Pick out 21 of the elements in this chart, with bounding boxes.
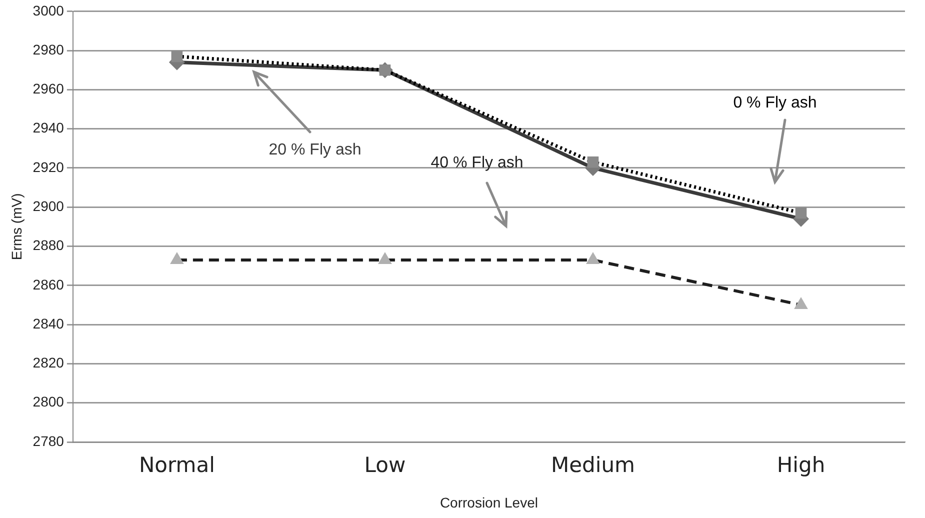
y-tick-label: 2920 [32, 158, 64, 175]
text: 0 % Fly ash [733, 94, 817, 112]
y-axis-title: Erms (mV) [8, 193, 24, 260]
x-tick-label: High [776, 453, 826, 478]
y-tick-label: 2800 [32, 394, 64, 410]
text: 20 % Fly ash [268, 141, 362, 158]
y-tick-label: 2940 [32, 120, 64, 136]
y-tick-label: 2980 [32, 41, 64, 58]
y-tick-label: 2820 [32, 354, 64, 371]
x-tick-label: Low [364, 453, 406, 478]
y-tick-label: 2900 [32, 198, 64, 214]
y-tick-label: 2860 [32, 276, 64, 292]
text: 40 % Fly ash [430, 154, 524, 172]
x-tick-label: Medium [550, 453, 635, 478]
x-axis-title: Corrosion Level [440, 494, 538, 510]
x-tick-label: Normal [138, 453, 215, 478]
y-tick-label: 2780 [32, 432, 64, 449]
y-tick-label: 2840 [32, 315, 64, 332]
y-tick-label: 2960 [32, 80, 64, 97]
y-tick-label: 3000 [32, 2, 64, 18]
y-tick-label: 2880 [32, 237, 64, 254]
